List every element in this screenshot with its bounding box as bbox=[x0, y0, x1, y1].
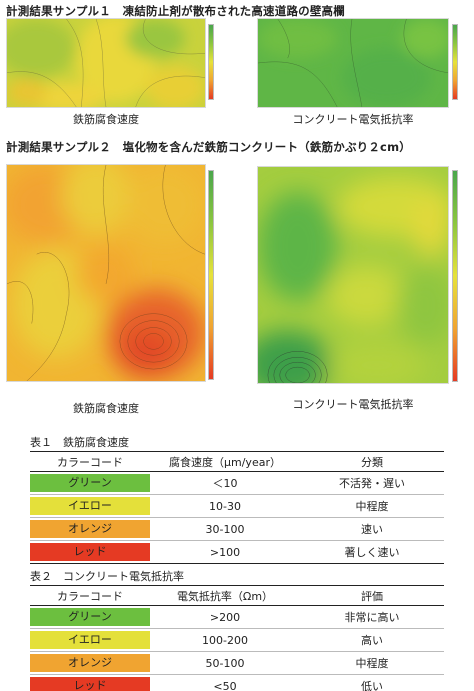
sample2-resistivity-map bbox=[257, 166, 449, 384]
color-swatch-green: グリーン bbox=[30, 608, 150, 626]
color-swatch-red: レッド bbox=[30, 677, 150, 691]
table-cell: 不活発・遅い bbox=[300, 471, 444, 495]
color-swatch-green: グリーン bbox=[30, 474, 150, 492]
table-row: オレンジ 50-100 中程度 bbox=[30, 651, 444, 675]
table-cell: 30-100 bbox=[150, 517, 300, 541]
table-cell: <50 bbox=[150, 674, 300, 691]
sample2-resistivity-color-scale bbox=[452, 170, 458, 382]
color-swatch-orange: オレンジ bbox=[30, 654, 150, 672]
sample2-caption-resistivity: コンクリート電気抵抗率 bbox=[292, 398, 414, 411]
table-row: レッド <50 低い bbox=[30, 674, 444, 691]
table-row: レッド >100 著しく速い bbox=[30, 540, 444, 564]
table1-title: 表１ 鉄筋腐食速度 bbox=[30, 436, 129, 449]
table-cell: 速い bbox=[300, 517, 444, 541]
table-cell: 高い bbox=[300, 628, 444, 652]
table2-title: 表２ コンクリート電気抵抗率 bbox=[30, 570, 184, 583]
sample1-title: 計測結果サンプル１ 凍結防止剤が散布された高速道路の壁高欄 bbox=[6, 4, 345, 18]
table-cell: 非常に高い bbox=[300, 605, 444, 629]
sample1-resistivity-map-graphic bbox=[258, 19, 448, 107]
table-row: グリーン >200 非常に高い bbox=[30, 605, 444, 629]
table-row: イエロー 10-30 中程度 bbox=[30, 494, 444, 518]
sample2-caption-corrosion: 鉄筋腐食速度 bbox=[73, 402, 139, 415]
table1-header-rate: 腐食速度（μm/year） bbox=[150, 451, 300, 472]
table2: カラーコード 電気抵抗率（Ωm） 評価 グリーン >200 非常に高い イエロー… bbox=[30, 585, 444, 691]
color-swatch-yellow: イエロー bbox=[30, 631, 150, 649]
sample2-corrosion-color-scale bbox=[208, 170, 214, 380]
color-swatch-yellow: イエロー bbox=[30, 497, 150, 515]
table2-header-row: カラーコード 電気抵抗率（Ωm） 評価 bbox=[30, 585, 444, 606]
table-cell: ＜10 bbox=[150, 471, 300, 495]
color-swatch-red: レッド bbox=[30, 543, 150, 561]
table-cell: 中程度 bbox=[300, 494, 444, 518]
sample2-resistivity-map-graphic bbox=[258, 167, 448, 383]
table-row: イエロー 100-200 高い bbox=[30, 628, 444, 652]
sample2-corrosion-map bbox=[6, 164, 206, 382]
table-cell: >200 bbox=[150, 605, 300, 629]
table-cell: 中程度 bbox=[300, 651, 444, 675]
table-cell: 低い bbox=[300, 674, 444, 691]
table-row: グリーン ＜10 不活発・遅い bbox=[30, 471, 444, 495]
sample1-caption-resistivity: コンクリート電気抵抗率 bbox=[292, 113, 414, 126]
color-swatch-orange: オレンジ bbox=[30, 520, 150, 538]
table-cell: 100-200 bbox=[150, 628, 300, 652]
sample1-caption-corrosion: 鉄筋腐食速度 bbox=[73, 113, 139, 126]
sample2-corrosion-map-graphic bbox=[7, 165, 205, 381]
table-cell: 10-30 bbox=[150, 494, 300, 518]
table2-header-color-code: カラーコード bbox=[30, 585, 150, 606]
table1-header-color-code: カラーコード bbox=[30, 451, 150, 472]
table1-header-row: カラーコード 腐食速度（μm/year） 分類 bbox=[30, 451, 444, 472]
table-cell: 著しく速い bbox=[300, 540, 444, 564]
sample1-corrosion-map bbox=[6, 18, 206, 108]
table2-header-resistivity: 電気抵抗率（Ωm） bbox=[150, 585, 300, 606]
sample1-corrosion-map-graphic bbox=[7, 19, 205, 107]
table-cell: 50-100 bbox=[150, 651, 300, 675]
sample1-corrosion-color-scale bbox=[208, 24, 214, 100]
table-row: オレンジ 30-100 速い bbox=[30, 517, 444, 541]
table2-header-evaluation: 評価 bbox=[300, 585, 444, 606]
table1-header-class: 分類 bbox=[300, 451, 444, 472]
sample1-resistivity-map bbox=[257, 18, 449, 108]
table1: カラーコード 腐食速度（μm/year） 分類 グリーン ＜10 不活発・遅い … bbox=[30, 451, 444, 564]
sample1-resistivity-color-scale bbox=[452, 24, 458, 100]
sample2-title: 計測結果サンプル２ 塩化物を含んだ鉄筋コンクリート（鉄筋かぶり２cm） bbox=[6, 140, 411, 154]
table-cell: >100 bbox=[150, 540, 300, 564]
